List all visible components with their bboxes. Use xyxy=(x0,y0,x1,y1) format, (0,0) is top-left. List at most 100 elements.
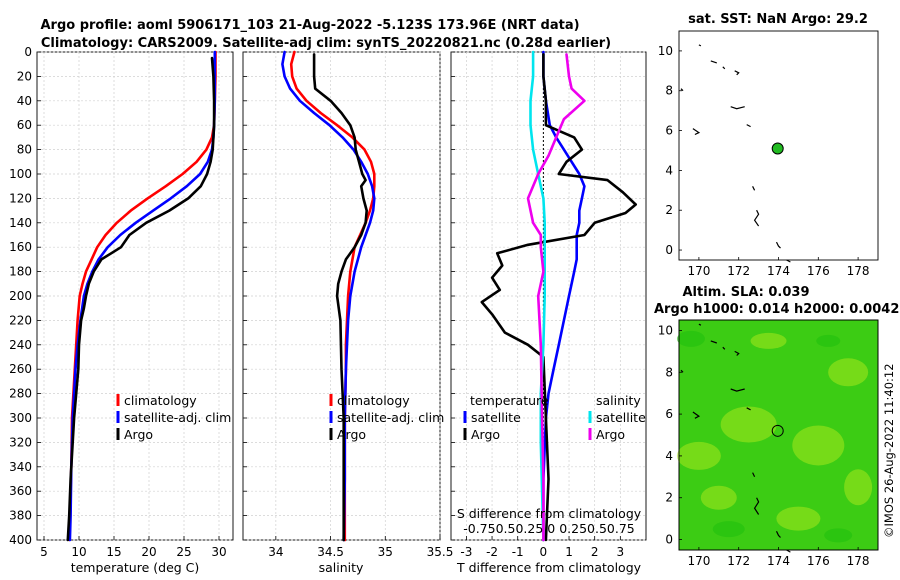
depth-tick-label: 380 xyxy=(9,509,32,523)
legend-argo-label: Argo xyxy=(337,427,366,442)
sst-map-title: sat. SST: NaN Argo: 29.2 xyxy=(688,12,868,27)
map-lat-tick-label: 6 xyxy=(665,407,673,421)
difference-xlabel: T difference from climatology xyxy=(456,560,642,575)
map-lat-tick-label: 2 xyxy=(665,491,673,505)
temperature-xtick-label: 30 xyxy=(211,545,226,559)
salinity-ticks: 34 34.5 35 35.5 xyxy=(243,51,454,559)
depth-tick-label: 60 xyxy=(17,118,32,132)
salinity-series-satellite-adj-clim xyxy=(281,50,376,542)
difference-xtick-label: 1 xyxy=(565,545,573,559)
depth-tick-label: 120 xyxy=(9,191,32,205)
depth-tick-label: 160 xyxy=(9,240,32,254)
map-lon-tick-label: 174 xyxy=(767,554,790,568)
salinity-xtick-label: 35 xyxy=(378,545,393,559)
salinity-lines xyxy=(281,50,376,542)
map-lat-tick-label: 8 xyxy=(665,365,673,379)
difference-lines xyxy=(480,50,638,542)
depth-tick-label: 300 xyxy=(9,411,32,425)
salinity-panel: 34 34.5 35 35.5 salinity climatology satell… xyxy=(242,50,454,575)
map-lon-tick-label: 176 xyxy=(807,554,830,568)
island-coastline xyxy=(710,340,717,344)
map-lon-tick-label: 174 xyxy=(767,264,790,278)
temperature-lines xyxy=(66,50,217,542)
island-coastline xyxy=(775,530,781,538)
sla-anomaly-patch xyxy=(676,441,721,470)
sla-anomaly-patch xyxy=(750,332,787,349)
temperature-xtick-label: 15 xyxy=(106,545,121,559)
salinity-series-argo xyxy=(312,53,369,542)
depth-tick-label: 0 xyxy=(24,45,32,59)
map-lat-tick-label: 0 xyxy=(665,533,673,547)
legend-satellite-label: satellite-adj. clim xyxy=(337,410,444,425)
depth-tick-label: 260 xyxy=(9,362,32,376)
island-coastline xyxy=(746,124,751,128)
s-difference-tick-labels: -0.750.50.25 0 0.250.50.75 xyxy=(463,521,635,536)
sst-map-ticks: 170 172 174 176 178 0 2 4 6 8 10 xyxy=(658,44,870,278)
difference-legend: temperature salinity satellite Argo sate… xyxy=(463,393,646,442)
map-lat-tick-label: 4 xyxy=(665,163,673,177)
legend-salinity-header: salinity xyxy=(596,393,641,408)
difference-series-s-argo xyxy=(526,53,586,542)
map-lon-tick-label: 170 xyxy=(687,264,710,278)
legend-satellite-label: satellite-adj. clim xyxy=(124,410,231,425)
legend-argo-label: Argo xyxy=(124,427,153,442)
legend-climatology-label: climatology xyxy=(124,393,197,408)
figure-title-line1: Argo profile: aoml 5906171_103 21-Aug-20… xyxy=(40,18,579,33)
depth-tick-label: 400 xyxy=(9,533,32,547)
salinity-xtick-label: 34.5 xyxy=(317,545,344,559)
map-lon-tick-label: 172 xyxy=(727,264,750,278)
island-coastline xyxy=(692,128,701,136)
difference-xtick-label: -1 xyxy=(512,545,524,559)
sla-map-title-line2: Argo h1000: 0.014 h2000: 0.0042 xyxy=(654,302,899,317)
difference-xtick-label: -3 xyxy=(460,545,472,559)
temperature-xtick-label: 20 xyxy=(141,545,156,559)
sla-map-ticks: 170 172 174 176 178 0 2 4 6 8 10 xyxy=(658,323,870,568)
sla-low-patch xyxy=(712,521,745,538)
sla-anomaly-patch xyxy=(828,358,869,387)
legend-t-argo-label: Argo xyxy=(471,427,500,442)
sla-low-patch xyxy=(676,330,705,347)
salinity-xtick-label: 34 xyxy=(268,545,283,559)
depth-tick-label: 100 xyxy=(9,167,32,181)
map-lat-tick-label: 8 xyxy=(665,84,673,98)
island-coastline xyxy=(698,44,702,47)
map-lon-tick-label: 172 xyxy=(727,554,750,568)
map-lon-tick-label: 178 xyxy=(847,264,870,278)
argo-float-marker xyxy=(771,424,784,437)
depth-tick-label: 200 xyxy=(9,289,32,303)
island-coastline xyxy=(775,241,781,249)
sla-low-patch xyxy=(824,528,853,543)
island-coastline xyxy=(752,472,756,478)
sla-low-patch xyxy=(816,334,841,347)
island-coastline xyxy=(734,350,740,356)
difference-series-t-argo xyxy=(480,53,638,542)
salinity-xtick-label: 35.5 xyxy=(427,545,454,559)
island-coastline xyxy=(680,88,684,92)
map-lat-tick-label: 10 xyxy=(658,323,673,337)
difference-panel: -3 -2 -1 0 1 2 3 T difference from climatology… xyxy=(450,50,647,575)
salinity-legend: climatology satellite-adj. clim Argo xyxy=(329,393,444,442)
depth-tick-label: 140 xyxy=(9,216,32,230)
depth-tick-label: 340 xyxy=(9,460,32,474)
island-coastline xyxy=(786,259,791,263)
depth-tick-label: 220 xyxy=(9,313,32,327)
map-lon-tick-label: 178 xyxy=(847,554,870,568)
sst-map-coastline xyxy=(680,44,791,263)
island-coastline xyxy=(734,70,740,76)
map-lon-tick-label: 170 xyxy=(687,554,710,568)
sla-anomaly-patch xyxy=(792,425,845,466)
sla-map-title-line1: Altim. SLA: 0.039 xyxy=(683,285,810,300)
island-coastline xyxy=(746,407,751,411)
island-coastline xyxy=(698,323,702,326)
difference-ticks: -3 -2 -1 0 1 2 3 xyxy=(451,51,625,559)
difference-xtick-label: 3 xyxy=(617,545,625,559)
depth-tick-label: 240 xyxy=(9,338,32,352)
island-coastline xyxy=(786,549,791,553)
difference-xtick-label: -2 xyxy=(486,545,498,559)
sla-anomaly-patch xyxy=(700,485,737,510)
island-coastline xyxy=(730,388,745,392)
temperature-legend: climatology satellite-adj. clim Argo xyxy=(116,393,231,442)
island-coastline xyxy=(680,369,684,373)
legend-temperature-header: temperature xyxy=(470,393,549,408)
depth-tick-label: 320 xyxy=(9,435,32,449)
